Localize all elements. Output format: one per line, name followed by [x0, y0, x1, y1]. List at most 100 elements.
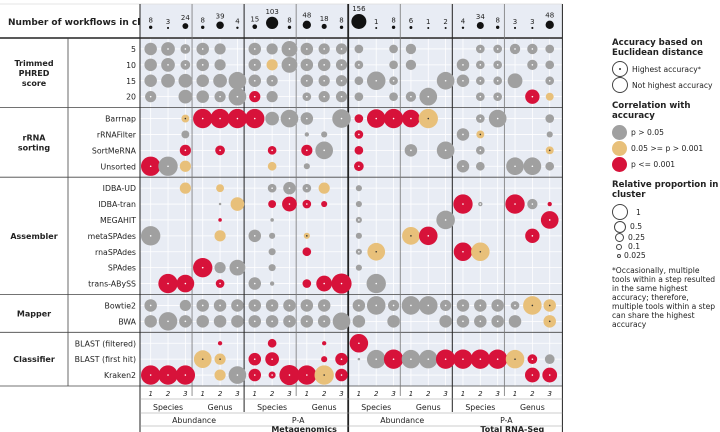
bubble — [196, 315, 209, 328]
red-swatch-icon — [612, 156, 627, 172]
highest-accuracy-marker — [462, 250, 464, 253]
highest-accuracy-marker — [271, 358, 273, 360]
cluster-tick-label: 2 — [270, 390, 275, 398]
group-label: Trimmed — [14, 59, 53, 68]
highest-accuracy-marker — [479, 304, 482, 307]
bubble — [387, 315, 400, 328]
highest-accuracy-marker — [306, 203, 308, 205]
highest-accuracy-marker — [184, 320, 187, 323]
legend: Accuracy based on Euclidean distance Hig… — [612, 38, 720, 329]
legend-corr-label: p > 0.05 — [631, 127, 664, 137]
highest-accuracy-marker — [253, 117, 256, 120]
workflow-count-dot — [391, 25, 396, 29]
highest-accuracy-marker — [479, 149, 482, 152]
highest-accuracy-marker — [427, 95, 430, 98]
cluster-tick-label: 1 — [148, 390, 152, 398]
row-label: Kraken2 — [104, 371, 136, 380]
highest-accuracy-marker — [375, 358, 378, 360]
bubble — [355, 185, 362, 192]
bubble — [179, 182, 191, 194]
workflow-count-label: 3 — [513, 18, 517, 26]
workflow-count-label: 2 — [443, 18, 447, 26]
bubble — [179, 160, 191, 172]
highest-accuracy-marker — [514, 358, 516, 360]
bubble — [321, 200, 328, 208]
highest-accuracy-marker — [340, 117, 343, 120]
workflow-count-label: 6 — [409, 17, 414, 25]
legend-prop-0025: 0.025 — [612, 251, 720, 260]
bubble — [545, 161, 555, 171]
row-label: 20 — [126, 93, 136, 102]
legend-prop-01: 0.1 — [612, 242, 720, 251]
highest-accuracy-marker — [306, 304, 308, 307]
highest-accuracy-marker — [184, 149, 187, 152]
workflow-count-dot — [321, 23, 327, 30]
highest-accuracy-marker — [479, 358, 482, 360]
cluster-tick-label: 1 — [409, 390, 413, 398]
bubble — [268, 248, 276, 256]
legend-corr-title: Correlation with accuracy — [612, 101, 691, 121]
highest-accuracy-marker — [323, 304, 325, 307]
bubble — [321, 356, 328, 363]
bubble — [355, 232, 362, 239]
cluster-tick-label: 3 — [339, 390, 343, 398]
group-label: score — [22, 79, 47, 88]
highest-accuracy-marker — [306, 79, 308, 82]
bubble — [405, 59, 417, 71]
highest-accuracy-marker — [167, 165, 169, 168]
cluster-tick-label: 3 — [391, 390, 395, 398]
row-label: rRNAFilter — [97, 130, 137, 139]
size-swatch-icon — [614, 220, 626, 233]
highest-accuracy-marker — [548, 320, 551, 323]
highest-accuracy-marker — [462, 133, 464, 136]
highest-accuracy-marker — [236, 304, 239, 307]
bubble — [389, 44, 398, 54]
highest-accuracy-marker — [288, 48, 291, 50]
highest-accuracy-marker — [462, 320, 464, 323]
workflow-count-label: 8 — [287, 17, 291, 25]
bubble — [304, 132, 309, 137]
orange-swatch-icon — [612, 140, 627, 156]
workflow-count-dot — [236, 26, 239, 29]
workflow-count-label: 1 — [426, 18, 430, 26]
cluster-tick-label: 2 — [218, 390, 223, 398]
cluster-tick-label: 2 — [478, 390, 483, 398]
row-label: 5 — [131, 45, 136, 54]
highest-accuracy-marker — [306, 95, 308, 98]
bubble — [332, 312, 351, 331]
highest-accuracy-marker — [288, 320, 291, 323]
bubble — [321, 131, 328, 138]
measure-label: Abundance — [172, 416, 216, 425]
highest-accuracy-marker — [253, 79, 256, 82]
legend-corr-label: p <= 0.001 — [631, 159, 676, 169]
row-label: Unsorted — [101, 162, 137, 171]
workflow-count-dot — [476, 21, 484, 29]
highest-accuracy-marker — [288, 304, 291, 307]
bubble — [354, 44, 364, 54]
legend-highest: Highest accuracy * — [612, 61, 720, 77]
workflow-count-label: 8 — [339, 17, 343, 25]
bubble — [545, 44, 555, 54]
bubble — [230, 197, 245, 211]
highest-accuracy-marker — [462, 304, 464, 307]
measure-label: P-A — [500, 416, 513, 425]
highest-accuracy-marker — [531, 95, 534, 98]
row-label: MEGAHIT — [100, 216, 136, 225]
highest-accuracy-marker — [253, 358, 256, 360]
highest-accuracy-marker — [358, 304, 360, 307]
bubble — [228, 71, 247, 90]
highest-accuracy-marker — [444, 219, 447, 221]
measure-label: P-A — [292, 416, 305, 425]
highest-accuracy-marker — [271, 149, 273, 152]
bubble — [303, 163, 310, 170]
bubble — [507, 73, 523, 89]
bubble — [389, 60, 398, 70]
bubble — [266, 59, 278, 71]
highest-accuracy-marker — [253, 235, 256, 237]
highest-accuracy-marker — [358, 165, 360, 168]
highest-accuracy-marker — [375, 304, 378, 307]
bubble — [302, 279, 312, 288]
measure-label: Abundance — [380, 416, 424, 425]
not-highest-swatch-icon — [612, 77, 628, 93]
